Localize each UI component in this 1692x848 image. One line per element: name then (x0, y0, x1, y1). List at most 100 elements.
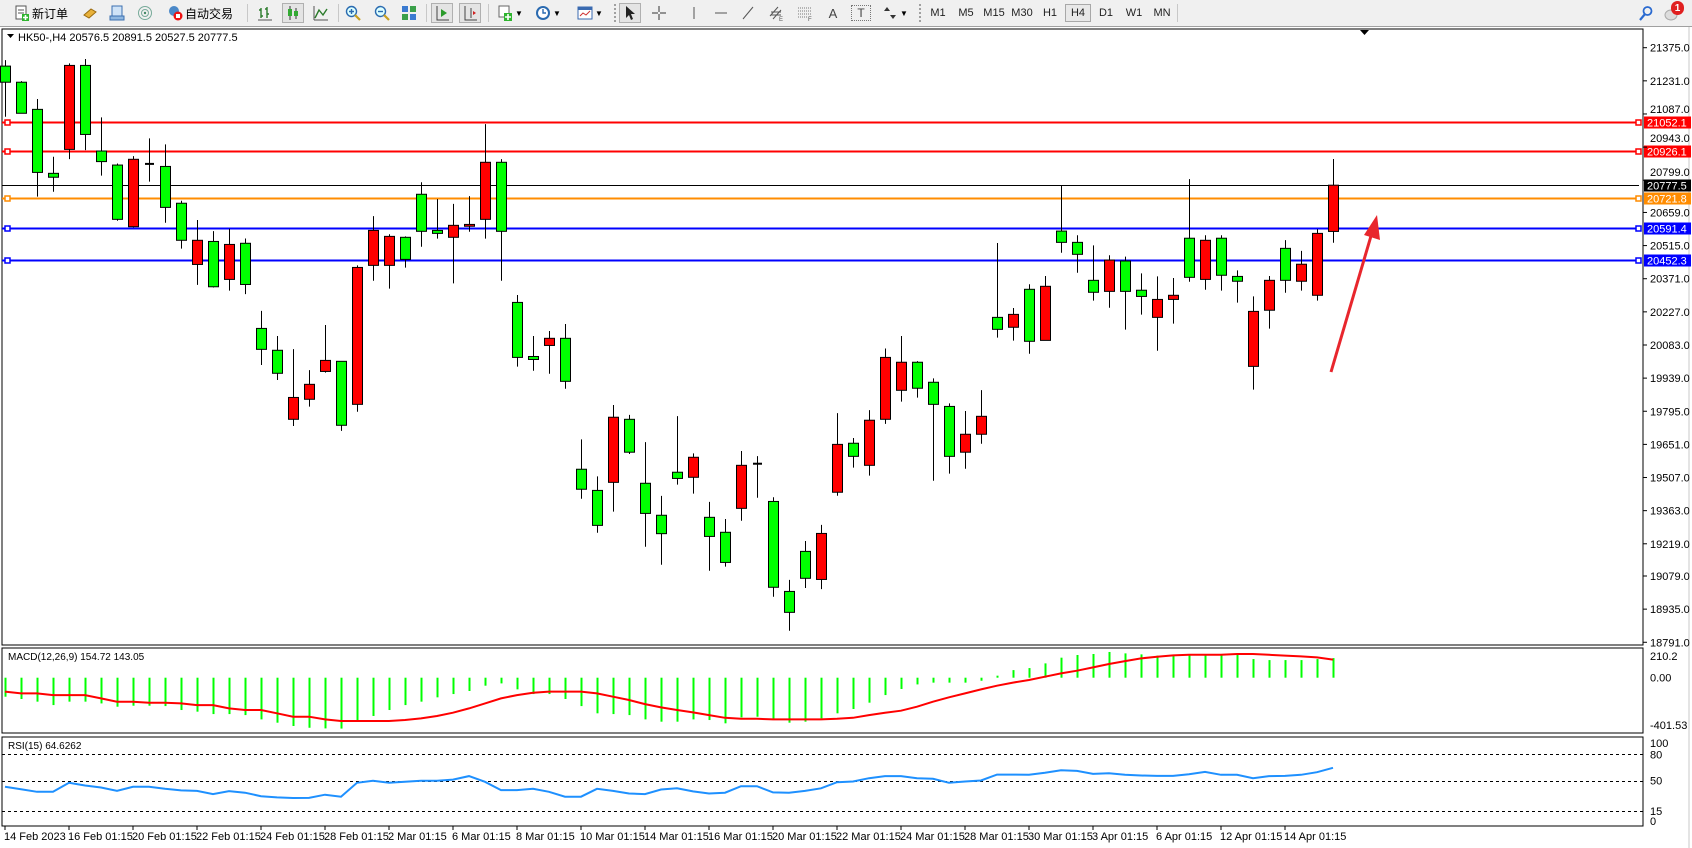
candle-body (1056, 230, 1067, 243)
chevron-down-icon: ▼ (900, 8, 908, 18)
candle (1248, 296, 1259, 390)
time-axis-label: 22 Mar 01:15 (836, 831, 901, 843)
candle-body (288, 396, 299, 420)
candle-body (976, 415, 987, 435)
gold-bars-icon (83, 8, 97, 19)
candle (1152, 276, 1163, 351)
equidistant-channel-tool-button[interactable]: E (766, 3, 786, 23)
crosshair-tool-button[interactable] (649, 3, 669, 23)
vertical-line-tool-button[interactable] (684, 3, 704, 23)
templates-dropdown[interactable]: ▼ (573, 3, 607, 23)
level-handle (4, 257, 11, 264)
price-tick-label: 19219.0 (1650, 539, 1690, 551)
market-watch-button[interactable] (81, 3, 99, 23)
candle (1232, 270, 1243, 303)
fibonacci-tool-button[interactable]: F (795, 3, 815, 23)
search-button[interactable] (1636, 3, 1656, 23)
candle-body (80, 64, 91, 135)
notifications-button[interactable]: 1 (1662, 1, 1686, 23)
zoom-out-button[interactable] (372, 3, 392, 23)
horizontal-level-line-price-label: 20591.4 (1647, 224, 1687, 236)
separator (338, 4, 339, 22)
timeframe-m15[interactable]: M15 (983, 7, 1005, 19)
signals-button[interactable] (136, 3, 154, 23)
timeframe-m1[interactable]: M1 (930, 7, 946, 19)
rsi-axis-label: 15 (1650, 806, 1662, 818)
candle-body (1312, 232, 1323, 296)
main-chart-window (1, 28, 1644, 646)
collapse-triangle-icon[interactable] (7, 34, 14, 38)
text-tool-button[interactable]: A (828, 5, 838, 21)
trendline-icon (742, 6, 754, 20)
candle (1024, 284, 1035, 354)
new-order-button[interactable]: 新订单 (10, 3, 72, 23)
trendline-tool-button[interactable] (738, 3, 758, 23)
tile-windows-button[interactable] (399, 3, 419, 23)
autoscroll-button[interactable] (431, 3, 453, 23)
line-chart-button[interactable] (311, 3, 331, 23)
separator (426, 4, 427, 22)
horizontal-line-icon (715, 12, 727, 14)
candle (912, 361, 923, 398)
time-axis-label: 12 Apr 01:15 (1220, 831, 1282, 843)
template-icon (577, 6, 593, 20)
macd-axis-label: 210.2 (1650, 651, 1678, 663)
candle (784, 579, 795, 631)
candle (1296, 250, 1307, 291)
time-axis-label: 3 Apr 01:15 (1092, 831, 1148, 843)
candle (753, 456, 762, 498)
new-order-label: 新订单 (31, 6, 68, 21)
horizontal-level-line-price-label: 20926.1 (1647, 147, 1687, 159)
timeframe-w1[interactable]: W1 (1125, 7, 1143, 19)
horizontal-line-tool-button[interactable] (711, 3, 731, 23)
add-indicator-icon (498, 5, 513, 21)
toolbar-grip[interactable] (614, 4, 618, 22)
timeframe-h1[interactable]: H1 (1042, 7, 1058, 19)
arrows-dropdown[interactable]: ▼ (879, 3, 911, 23)
periods-dropdown[interactable]: ▼ (532, 3, 564, 23)
red-arrow-annotation[interactable] (1329, 215, 1380, 373)
indicators-dropdown[interactable]: ▼ (494, 3, 526, 23)
time-axis-label: 14 Mar 01:15 (644, 831, 709, 843)
candle (1072, 235, 1083, 273)
timeframe-m30[interactable]: M30 (1011, 7, 1033, 19)
autotrading-icon (168, 6, 183, 21)
chart-shift-button[interactable] (459, 3, 481, 23)
candle-body (688, 456, 699, 478)
timeframe-d1[interactable]: D1 (1098, 7, 1114, 19)
candle (432, 199, 443, 239)
candle (336, 360, 347, 431)
toolbar-grip[interactable] (919, 4, 923, 22)
new-order-icon (15, 5, 29, 21)
time-axis-label: 6 Mar 01:15 (452, 831, 511, 843)
macd-axis-label: -401.53 (1650, 720, 1687, 732)
candle-body (1168, 294, 1179, 300)
candle (960, 411, 971, 469)
rsi-line (4, 766, 1334, 800)
autoscroll-icon (436, 6, 449, 21)
candle-body (1200, 239, 1211, 280)
rsi-axis-label: 100 (1650, 738, 1668, 750)
candle (1184, 179, 1195, 282)
candlestick-chart-button[interactable] (282, 3, 304, 23)
zoom-in-button[interactable] (343, 3, 363, 23)
chart-shift-marker-icon[interactable] (1360, 30, 1369, 35)
tile-windows-icon (402, 6, 416, 20)
autotrading-button[interactable]: 自动交易 (163, 3, 237, 23)
cursor-tool-button[interactable] (619, 3, 641, 23)
timeframe-m5[interactable]: M5 (958, 7, 974, 19)
data-window-button[interactable] (108, 3, 126, 23)
text-label-tool-button[interactable]: T (851, 5, 871, 21)
candle-body (256, 327, 267, 350)
separator (488, 4, 489, 22)
chevron-down-icon: ▼ (595, 8, 603, 18)
candle (1168, 278, 1179, 324)
time-axis-label: 22 Feb 01:15 (196, 831, 261, 843)
bar-chart-button[interactable] (255, 3, 275, 23)
price-tick-label: 19079.0 (1650, 571, 1690, 583)
timeframe-h4[interactable]: H4 (1065, 4, 1091, 22)
timeframe-mn[interactable]: MN (1153, 7, 1171, 19)
time-axis-label: 8 Mar 01:15 (516, 831, 575, 843)
chart-background (0, 27, 1692, 848)
